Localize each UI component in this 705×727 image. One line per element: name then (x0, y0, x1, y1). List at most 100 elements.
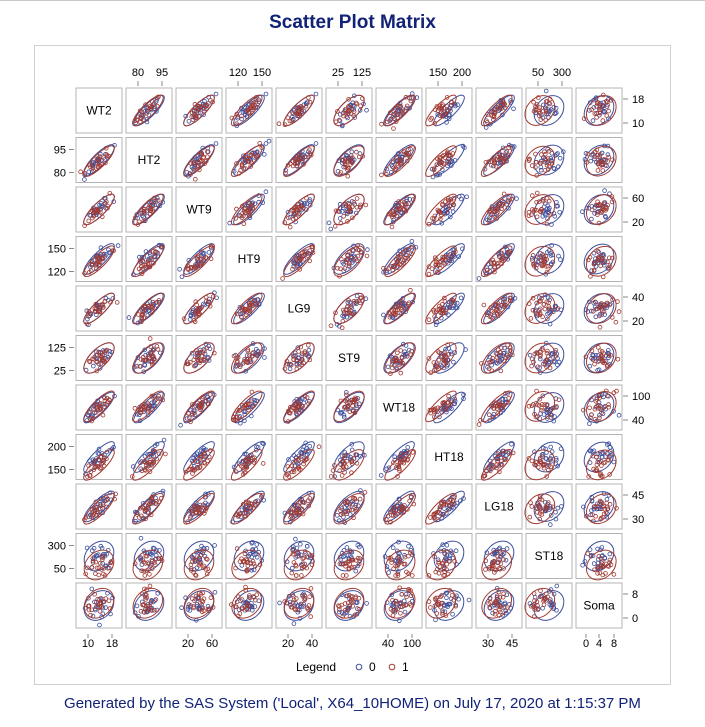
cell-st9-vs-st9: ST9 (325, 335, 373, 381)
variable-label: WT9 (186, 203, 212, 217)
cell-ht18-vs-ht2 (125, 434, 173, 481)
cell-wt18-vs-lg9 (275, 384, 323, 431)
cell-lg18-vs-wt18 (375, 483, 423, 530)
cell-ht9-vs-wt9 (175, 236, 223, 282)
bottom-tick-label: 0 (583, 638, 589, 650)
cell-wt2-vs-wt18 (375, 87, 423, 134)
right-tick-label: 40 (632, 415, 644, 427)
cell-wt2-vs-soma (575, 87, 623, 134)
left-tick-label: 300 (48, 541, 66, 553)
plot-frame (34, 45, 671, 685)
right-tick-label: 20 (632, 217, 644, 229)
right-tick-label: 100 (632, 391, 650, 403)
top-tick-label: 150 (253, 67, 271, 79)
cell-wt2-vs-wt2: WT2 (75, 87, 123, 134)
cell-wt18-vs-wt9 (175, 384, 223, 431)
top-tick-label: 95 (156, 67, 168, 79)
left-tick-label: 95 (54, 145, 66, 157)
cell-wt9-vs-wt18 (375, 186, 423, 233)
left-tick-label: 80 (54, 168, 66, 180)
cell-lg9-vs-ht18 (425, 285, 473, 332)
cell-wt18-vs-lg18 (475, 384, 523, 431)
variable-label: HT9 (238, 252, 261, 266)
cell-lg9-vs-ht2 (125, 285, 173, 332)
top-tick-label: 150 (429, 67, 447, 79)
cell-lg9-vs-ht9 (225, 285, 273, 332)
top-border (0, 0, 705, 1)
legend-marker-group-1 (388, 663, 396, 671)
cell-soma-vs-ht18 (425, 582, 473, 629)
cell-wt9-vs-ht18 (425, 186, 473, 233)
right-tick-label: 30 (632, 514, 644, 526)
cell-lg18-vs-ht9 (225, 483, 273, 530)
cell-ht9-vs-soma (575, 236, 623, 282)
cell-wt18-vs-ht18 (425, 384, 473, 431)
cell-ht9-vs-st18 (524, 236, 573, 282)
cell-st9-vs-ht9 (225, 335, 273, 381)
cell-st9-vs-ht18 (425, 335, 473, 381)
cell-st18-vs-soma (575, 533, 623, 581)
cell-wt9-vs-wt9: WT9 (175, 186, 223, 233)
right-tick-label: 18 (632, 94, 644, 106)
cell-wt18-vs-st9 (325, 384, 373, 431)
top-tick-label: 300 (553, 67, 571, 79)
variable-label: WT18 (383, 401, 415, 415)
cell-lg18-vs-wt9 (175, 483, 223, 530)
cell-wt9-vs-lg9 (275, 186, 323, 233)
legend-label-group-1: 1 (402, 660, 409, 674)
cell-soma-vs-wt18 (375, 582, 423, 629)
cell-ht2-vs-ht18 (425, 137, 473, 183)
cell-wt18-vs-wt18: WT18 (375, 384, 423, 431)
top-tick-label: 50 (532, 67, 544, 79)
cell-lg9-vs-wt2 (75, 285, 123, 332)
top-tick-label: 25 (332, 67, 344, 79)
cell-ht18-vs-ht18: HT18 (425, 434, 473, 480)
cell-wt18-vs-soma (575, 384, 623, 431)
cell-lg9-vs-soma (575, 285, 623, 332)
cell-ht2-vs-ht2: HT2 (125, 137, 173, 183)
cell-st18-vs-ht9 (225, 533, 273, 581)
variable-label: ST18 (535, 549, 564, 563)
cell-ht9-vs-ht18 (425, 236, 473, 282)
cell-wt2-vs-lg9 (275, 87, 323, 134)
bottom-tick-label: 40 (382, 638, 394, 650)
cell-wt9-vs-soma (575, 186, 623, 233)
top-tick-label: 120 (229, 67, 247, 79)
bottom-tick-label: 4 (596, 638, 602, 650)
cell-soma-vs-ht2 (125, 582, 173, 629)
cell-soma-vs-wt2 (75, 582, 123, 629)
cell-st9-vs-lg9 (275, 335, 323, 381)
legend-title: Legend (296, 660, 336, 674)
legend-marker-group-0 (355, 663, 363, 671)
cell-st9-vs-wt2 (75, 335, 123, 381)
bottom-tick-label: 20 (282, 638, 294, 650)
cell-ht9-vs-wt18 (375, 236, 423, 282)
cell-wt9-vs-ht2 (125, 186, 173, 233)
cell-soma-vs-st18 (524, 582, 573, 629)
cell-lg18-vs-ht18 (425, 483, 473, 530)
cell-wt2-vs-ht9 (225, 87, 273, 134)
right-tick-label: 20 (632, 316, 644, 328)
cell-lg18-vs-wt2 (75, 483, 123, 530)
bottom-tick-label: 60 (206, 638, 218, 650)
cell-ht2-vs-wt2 (75, 137, 123, 183)
cell-ht2-vs-lg9 (275, 137, 323, 183)
cell-lg9-vs-st18 (524, 285, 573, 332)
cell-soma-vs-st9 (325, 582, 373, 629)
bottom-tick-label: 8 (611, 638, 617, 650)
right-tick-label: 0 (632, 613, 638, 625)
right-tick-label: 10 (632, 118, 644, 130)
cell-soma-vs-ht9 (225, 582, 273, 629)
bottom-tick-label: 40 (306, 638, 318, 650)
cell-ht9-vs-st9 (325, 236, 373, 282)
left-tick-label: 120 (48, 267, 66, 279)
cell-ht9-vs-ht2 (125, 236, 173, 282)
bottom-tick-label: 30 (482, 638, 494, 650)
cell-ht18-vs-lg9 (275, 434, 323, 481)
right-tick-label: 45 (632, 490, 644, 502)
footer-text: Generated by the SAS System ('Local', X6… (64, 695, 641, 712)
cell-wt9-vs-st9 (325, 186, 373, 233)
cell-soma-vs-lg9 (275, 582, 323, 629)
cell-ht18-vs-st9 (325, 434, 373, 481)
